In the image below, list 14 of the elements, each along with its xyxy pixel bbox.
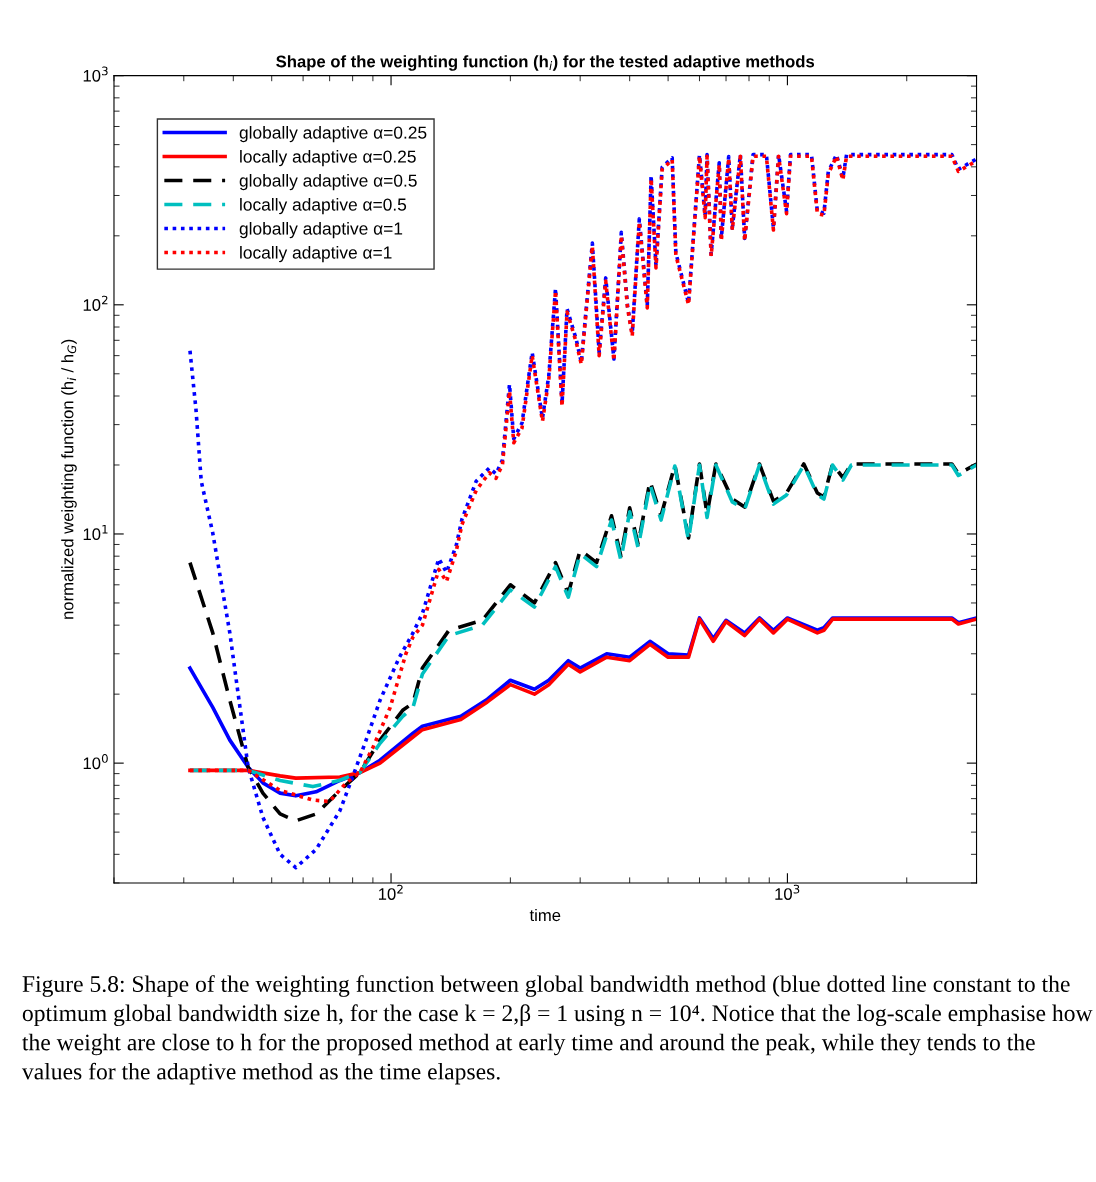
y-axis-title: normalized weighting function (h$_{i}$ / h$_{G}$) (61, 339, 77, 619)
legend-label: locally adaptive α=0.5 (240, 197, 407, 215)
y-tick-label: 10$^{2}$ (83, 295, 108, 311)
y-tick-label: 10$^{1}$ (83, 525, 108, 541)
chart-title: Shape of the weighting function (h$_{i}$) for the tested adaptive methods (276, 55, 815, 71)
legend-label: locally adaptive α=0.25 (240, 149, 416, 167)
legend-label: globally adaptive α=1 (239, 221, 403, 239)
caption: Figure 5.8: Shape of the weighting function between global bandwidth method (blue dotted line constant to the optimum global bandwidth size h, for the case k = 2,β = 1 using n = 10⁴. Notice that the log-scale emphasise how the weight are close to h for the proposed method at early time and around the peak, while they tends to the values for the adaptive method as the time elapses. (21, 975, 1093, 1085)
y-tick-label: 10$^{3}$ (83, 66, 108, 82)
y-tick-label: 10$^{0}$ (83, 754, 108, 770)
legend-label: globally adaptive α=0.25 (239, 126, 427, 143)
legend-label: locally adaptive α=1 (240, 245, 392, 263)
legend-label: globally adaptive α=0.5 (239, 173, 417, 191)
x-axis-title: time (529, 908, 561, 922)
